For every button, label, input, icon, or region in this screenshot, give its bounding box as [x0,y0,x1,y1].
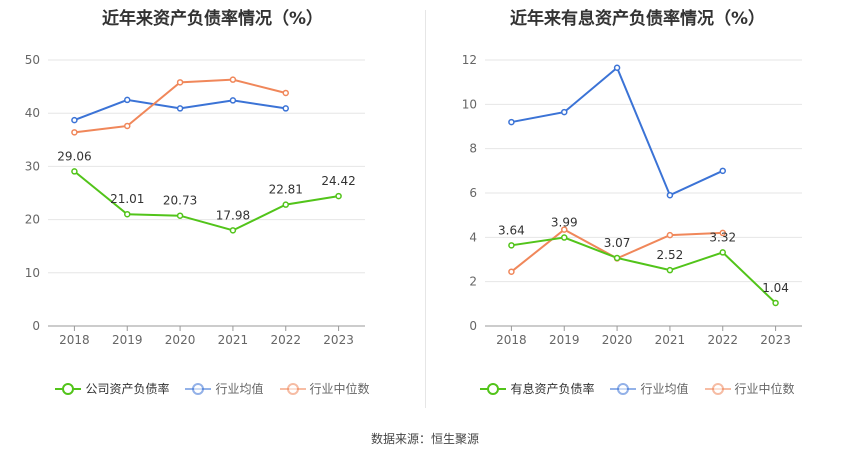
data-point [508,118,515,126]
data-label: 29.06 [57,149,91,163]
chart-left: 近年来资产负债率情况（%） 0 10 20 30 40 50 2018 2019 2020 202… [0,0,425,410]
legend-label: 行业均值 [640,382,689,396]
y-tick-label: 2 [469,275,477,289]
x-tick-label: 2022 [707,333,738,347]
legend-item[interactable]: 有息资产负债率 [480,380,594,397]
data-label: 24.42 [321,174,355,188]
x-tick-label: 2019 [112,333,143,347]
legend-marker-icon [480,382,507,395]
legend-label: 行业中位数 [309,382,370,396]
data-point [666,231,674,239]
series-line [511,66,724,197]
data-point [613,254,621,262]
legend-marker-icon [704,382,731,395]
y-tick-label: 0 [469,319,477,333]
data-point [229,97,237,104]
series-line [73,170,339,232]
legend-label: 行业中位数 [734,382,795,396]
data-point [561,226,568,233]
data-point [508,268,515,275]
data-point [71,129,78,136]
data-point [282,201,289,208]
data-point [124,210,131,218]
data-point [229,227,237,234]
data-point [561,108,568,116]
legend-label: 公司资产负债率 [85,382,170,396]
data-label: 3.64 [498,223,525,237]
x-tick-label: 2022 [270,333,301,347]
data-source-note: 数据来源：恒生聚源 [370,432,479,446]
y-tick-label: 20 [25,213,40,227]
x-tick-label: 2023 [323,333,354,347]
y-tick-label: 50 [25,53,40,67]
legend-marker-icon [185,382,212,395]
data-point [508,242,515,249]
legend-item[interactable]: 行业均值 [185,380,264,397]
chart-plot: 0 10 20 30 40 50 2018 2019 2020 2021 2022 2023 29.06… [25,53,365,347]
data-point [229,76,237,83]
panel-divider [425,10,426,408]
data-point [71,168,78,175]
data-point [719,229,726,237]
data-point [719,249,726,256]
legend-marker-icon [279,382,306,395]
data-point [124,122,131,130]
series-line [511,236,777,304]
y-tick-label: 30 [25,159,40,173]
legend-label: 有息资产负债率 [510,382,595,396]
data-label: 3.32 [709,230,736,244]
data-point [176,212,184,219]
legend-marker-icon [55,382,82,395]
y-tick-label: 10 [25,266,40,280]
data-point [561,234,568,241]
x-tick-label: 2023 [760,333,791,347]
legend-item[interactable]: 行业均值 [610,380,689,397]
data-point [772,299,779,307]
legend-item[interactable]: 公司资产负债率 [55,380,169,397]
legend-item[interactable]: 行业中位数 [704,380,795,397]
data-label: 20.73 [163,194,197,208]
data-point [176,79,184,86]
data-label: 22.81 [269,183,303,197]
y-tick-label: 0 [32,319,40,333]
data-point [124,96,131,104]
legend-item[interactable]: 行业中位数 [279,380,370,397]
data-label: 3.99 [551,216,578,230]
x-tick-label: 2018 [59,333,90,347]
x-tick-label: 2021 [218,333,249,347]
x-tick-label: 2021 [655,333,686,347]
x-tick-label: 2020 [602,333,633,347]
y-tick-label: 4 [469,230,477,244]
legend-marker-icon [610,382,637,395]
data-point [666,266,674,274]
y-tick-label: 12 [462,53,477,67]
data-point [335,192,342,200]
y-tick-label: 6 [469,186,477,200]
data-point [719,167,726,175]
data-point [282,89,289,97]
chart-legend: 有息资产负债率 行业均值 行业中位数 [425,380,850,397]
y-tick-label: 40 [25,106,40,120]
data-point [666,191,674,199]
data-label: 21.01 [110,192,144,206]
chart-title: 近年来资产负债率情况（%） [101,9,324,29]
y-tick-label: 8 [469,142,477,156]
data-label: 1.04 [762,281,789,295]
data-point [613,64,621,72]
chart-right: 近年来有息资产负债率情况（%） 0 2 4 6 8 10 12 2018 2019 2020 202… [425,0,850,410]
chart-plot: 0 2 4 6 8 10 12 2018 2019 2020 2021 2022 2023 3.64 3.9… [462,53,802,347]
x-tick-label: 2019 [549,333,580,347]
x-tick-label: 2018 [496,333,527,347]
x-tick-label: 2020 [165,333,196,347]
y-tick-label: 10 [462,97,477,111]
data-label: 2.52 [657,248,684,262]
chart-legend: 公司资产负债率 行业均值 行业中位数 [0,380,425,397]
data-point [176,105,184,112]
chart-title: 近年来有息资产负债率情况（%） [509,9,766,29]
data-point [71,116,78,124]
data-label: 3.07 [604,236,631,250]
data-point [282,105,289,112]
data-label: 17.98 [216,208,250,222]
legend-label: 行业均值 [215,382,264,396]
